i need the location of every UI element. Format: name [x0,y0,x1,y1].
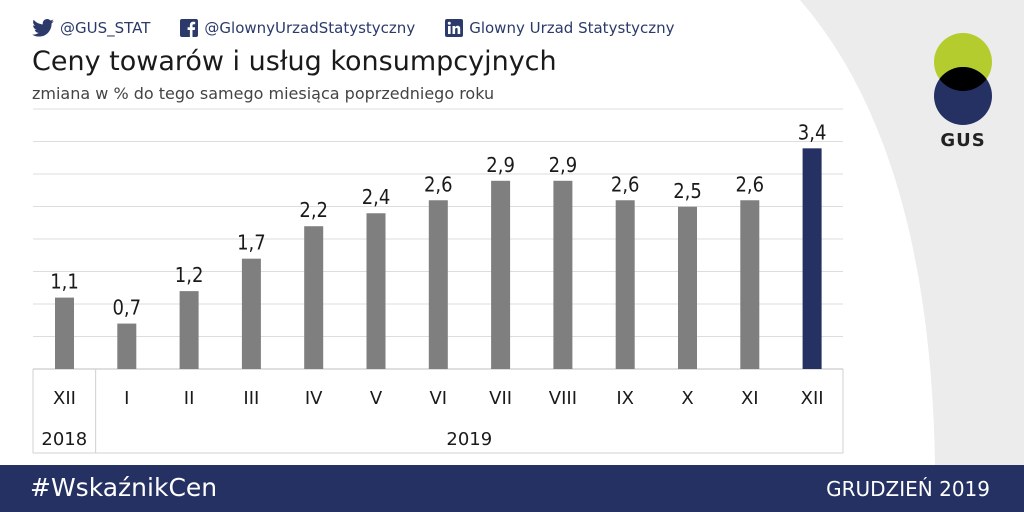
category-label-12: XII [801,388,824,409]
data-label-2: 1,2 [175,263,204,287]
category-label-3: III [243,388,259,409]
category-label-0: XII [53,388,76,409]
bar-11 [740,200,760,369]
bar-4 [304,226,324,369]
year-label-2018: 2018 [41,429,87,450]
bar-7 [491,180,511,369]
data-label-4: 2,2 [299,198,328,222]
facebook-handle: @GlownyUrzadStatystyczny [204,19,416,37]
category-label-6: VI [429,388,447,409]
data-label-3: 1,7 [237,231,266,255]
bar-2 [179,291,199,369]
data-label-10: 2,5 [673,179,702,203]
twitter-handle: @GUS_STAT [60,19,151,37]
category-label-2: II [184,388,195,409]
footer-bar: #WskaźnikCen GRUDZIEŃ 2019 [0,465,1024,512]
bar-12 [802,148,822,369]
category-label-8: VIII [549,388,577,409]
category-label-9: IX [616,388,634,409]
category-label-4: IV [305,388,323,409]
bar-6 [428,200,448,369]
data-label-6: 2,6 [424,172,453,196]
data-label-11: 2,6 [735,172,764,196]
bar-chart: 1,1 XII 0,7 I 1,2 II 1,7 III 2,2 IV 2,4 V 2,6 VI 2,9 VI… [32,108,844,454]
category-label-10: X [681,388,693,409]
linkedin-icon [445,19,464,37]
data-label-9: 2,6 [611,172,640,196]
footer-date: GRUDZIEŃ 2019 [826,477,990,501]
bar-8 [553,180,573,369]
data-label-1: 0,7 [112,296,141,320]
chart-title: Ceny towarów i usług konsumpcyjnych [32,46,557,77]
category-label-11: XI [741,388,759,409]
logo-text: GUS [940,130,986,151]
chart-subtitle: zmiana w % do tego samego miesiąca poprz… [32,84,495,103]
data-label-12: 3,4 [798,120,827,144]
bar-9 [615,200,635,369]
facebook-icon [180,19,199,37]
linkedin-link[interactable]: Glowny Urzad Statystyczny [445,19,675,37]
facebook-link[interactable]: @GlownyUrzadStatystyczny [180,19,415,37]
category-label-5: V [370,388,383,409]
bar-3 [241,258,261,369]
year-label-2019: 2019 [446,429,492,450]
logo-overlap [934,67,992,91]
bar-1 [117,323,137,369]
bar-10 [678,206,697,369]
data-label-7: 2,9 [486,153,515,177]
data-label-8: 2,9 [549,153,578,177]
gus-logo [934,33,992,125]
twitter-icon [32,19,54,37]
category-label-7: VII [489,388,512,409]
data-label-0: 1,1 [50,270,79,294]
footer-hashtag[interactable]: #WskaźnikCen [30,473,218,502]
category-label-1: I [124,388,129,409]
twitter-link[interactable]: @GUS_STAT [32,19,150,37]
social-links: @GUS_STAT @GlownyUrzadStatystyczny Glown… [32,14,705,42]
data-label-5: 2,4 [362,185,391,209]
bar-0 [55,297,74,369]
linkedin-name: Glowny Urzad Statystyczny [469,19,675,37]
bar-5 [366,213,386,369]
